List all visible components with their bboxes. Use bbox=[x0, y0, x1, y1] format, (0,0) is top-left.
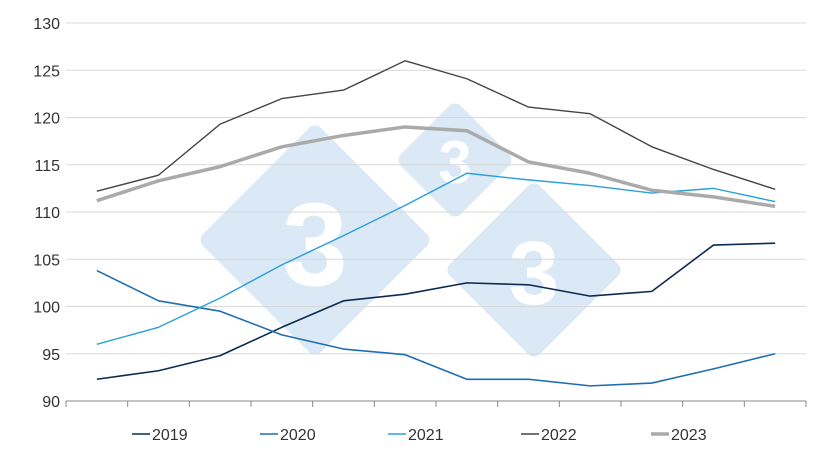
gridlines bbox=[66, 22, 806, 355]
legend: 2019 2020 2021 2022 2023 bbox=[132, 427, 707, 444]
y-axis: 90 95 100 105 110 115 120 125 130 bbox=[33, 16, 60, 411]
legend-label-2021: 2021 bbox=[408, 427, 444, 444]
y-tick-label: 100 bbox=[33, 300, 60, 317]
y-tick-label: 105 bbox=[33, 252, 60, 269]
legend-label-2019: 2019 bbox=[152, 427, 188, 444]
y-tick-label: 125 bbox=[33, 63, 60, 80]
y-tick-label: 110 bbox=[34, 205, 60, 222]
y-tick-label: 120 bbox=[33, 111, 60, 128]
watermark-logo: 333 bbox=[200, 103, 621, 357]
series-line-2019 bbox=[96, 242, 776, 381]
series-line-2020 bbox=[96, 269, 776, 387]
watermark-digit: 3 bbox=[509, 224, 559, 324]
series-lines bbox=[96, 60, 776, 387]
watermark-diamond bbox=[447, 183, 621, 357]
y-tick-label: 90 bbox=[42, 394, 60, 411]
y-tick-label: 95 bbox=[42, 347, 60, 364]
legend-label-2022: 2022 bbox=[541, 427, 577, 444]
series-line-2023 bbox=[96, 125, 776, 209]
series-line-2022 bbox=[96, 60, 776, 192]
legend-label-2023: 2023 bbox=[671, 427, 707, 444]
y-tick-label: 130 bbox=[33, 16, 60, 33]
x-axis bbox=[65, 400, 807, 407]
watermark-diamond bbox=[398, 103, 512, 217]
legend-label-2020: 2020 bbox=[280, 427, 316, 444]
y-tick-label: 115 bbox=[34, 158, 60, 175]
watermark-digit: 3 bbox=[282, 179, 348, 311]
